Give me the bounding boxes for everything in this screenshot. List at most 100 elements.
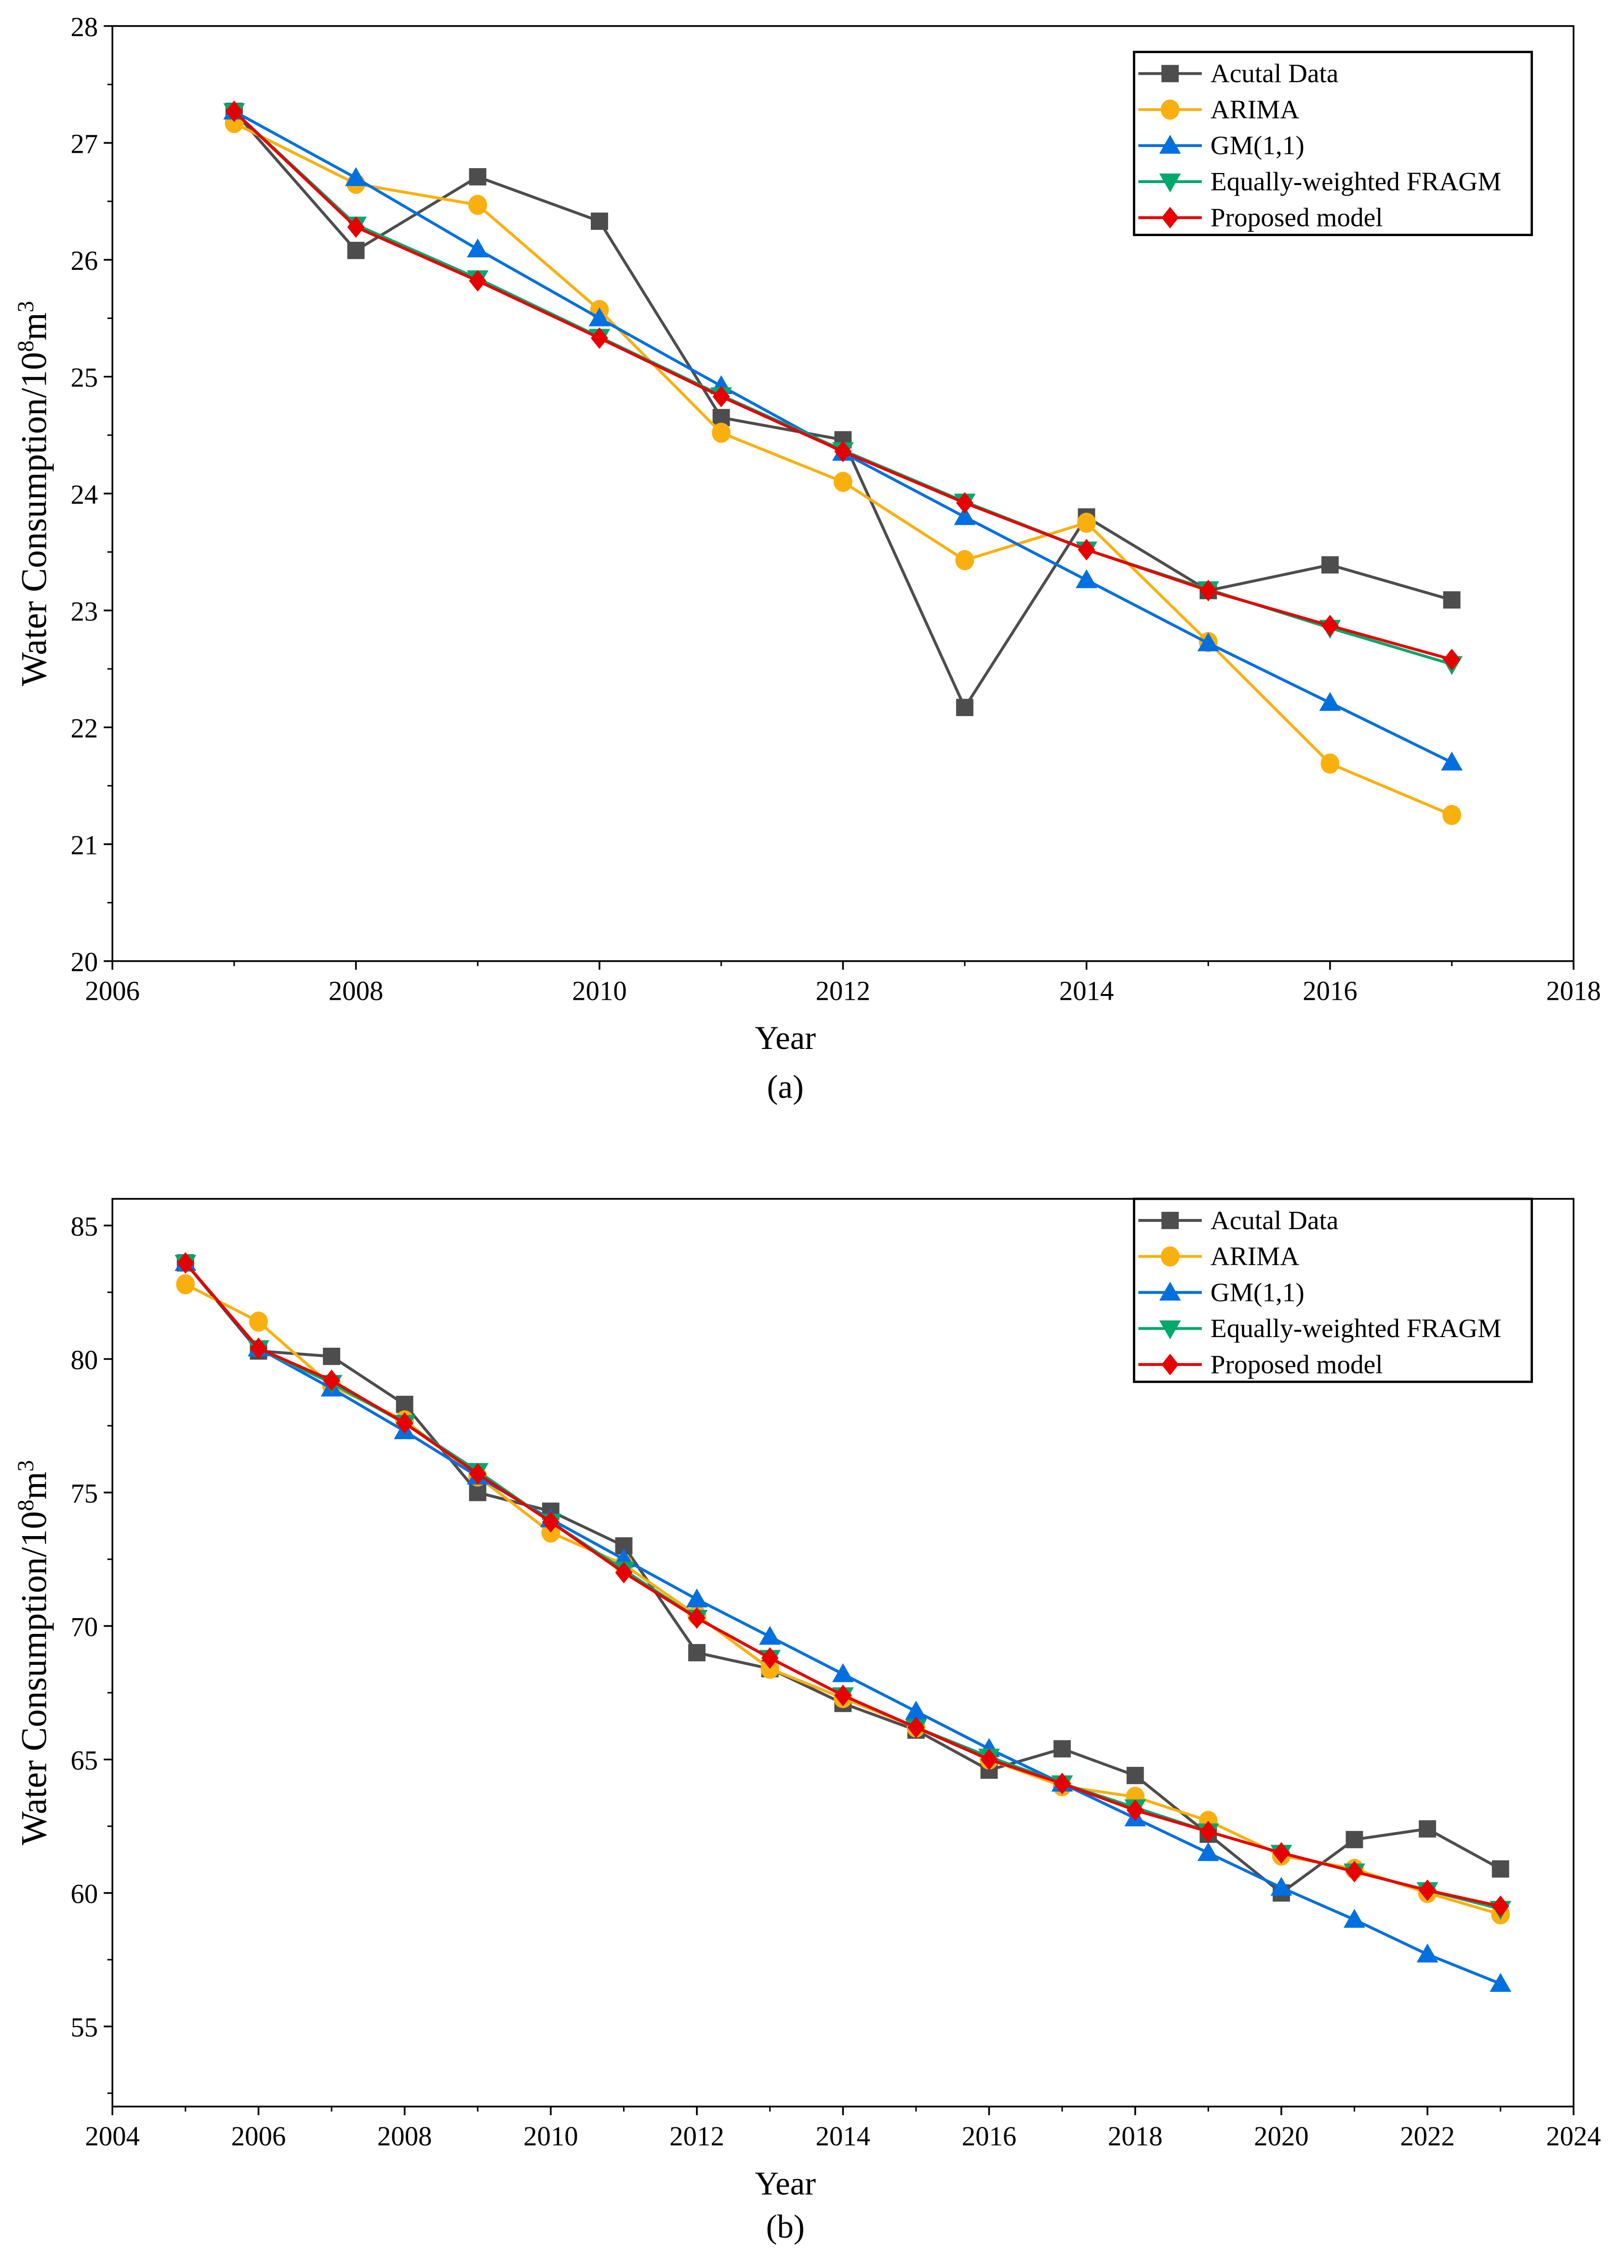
legend-label: ARIMA [1211,1242,1299,1271]
data-point-proposed [1199,1820,1217,1843]
y-tick-label: 22 [71,713,98,743]
x-tick-label: 2016 [962,2122,1017,2152]
y-axis-label-unit: m [14,1472,54,1499]
x-tick-label: 2018 [1546,976,1601,1006]
data-point-actual [469,168,487,186]
legend-marker [1160,1246,1180,1267]
chart-a: 2006 2008 2010 2012 2014 2016 2018 20 21 22 23 24 25… [13,12,1601,1105]
y-tick-label: 55 [71,2013,98,2043]
x-tick-label: 2006 [85,976,140,1006]
data-point-proposed [1126,1799,1144,1821]
data-point-actual [347,241,365,259]
data-point-proposed [907,1716,925,1738]
y-tick-label: 24 [71,479,98,510]
x-tick-label: 2006 [231,2122,286,2152]
y-tick-label: 70 [71,1612,98,1643]
data-point-arima [1077,513,1096,533]
legend-item-fragm: Equally-weighted FRAGM [1138,1313,1501,1343]
data-point-proposed [1491,1895,1509,1917]
y-axis-label: Water Consumption/108m3 [13,301,54,687]
legend: Acutal Data ARIMA GM(1,1) Equally-weighted … [1132,51,1533,236]
legend-marker [1159,1281,1181,1301]
data-point-gm [1416,1943,1438,1963]
data-point-gm [686,1588,708,1607]
x-tick-label: 2012 [669,2122,724,2152]
y-tick-label: 20 [71,947,98,978]
data-point-actual [1053,1740,1071,1758]
legend-marker [1161,1211,1179,1229]
data-point-gm [1076,569,1098,588]
y-tick-label: 65 [71,1746,98,1776]
data-point-gm [905,1700,927,1720]
x-tick-label: 2008 [377,2122,432,2152]
legend-marker [1160,99,1180,120]
data-point-arima [1442,805,1462,825]
data-point-gm [1197,632,1219,651]
legend-label: Acutal Data [1211,59,1339,88]
data-point-proposed [225,100,243,122]
data-point-gm [1441,751,1463,771]
legend-item-gm: GM(1,1) [1138,1277,1305,1307]
legend-label: Equally-weighted FRAGM [1211,1313,1502,1343]
legend-item-gm: GM(1,1) [1138,131,1305,160]
data-point-gm [832,1663,854,1683]
x-tick-label: 2022 [1400,2122,1455,2152]
data-point-actual [469,1484,487,1501]
series-actual [225,103,1461,716]
data-point-actual [323,1348,340,1365]
y-tick-label: 75 [71,1478,98,1509]
legend-item-fragm: Equally-weighted FRAGM [1138,167,1501,196]
data-point-actual [1491,1860,1509,1878]
y-tick-label: 60 [71,1879,98,1910]
y-axis-label-text: Water Consumption/10 [14,1511,54,1845]
legend-marker [1159,1320,1181,1340]
legend-marker [1159,134,1181,154]
legend-item-actual: Acutal Data [1138,1206,1338,1235]
data-point-gm [345,167,367,186]
legend-item-proposed: Proposed model [1138,1350,1383,1379]
data-point-gm [954,506,976,525]
data-point-gm [466,238,489,258]
data-point-proposed [396,1412,413,1434]
x-axis-label: Year [755,2165,816,2202]
x-tick-label: 2020 [1254,2122,1309,2152]
y-tick-label: 25 [71,363,98,393]
data-point-gm [759,1626,781,1645]
chart-b: 2004 2006 2008 2010 2012 2014 2016 2018 2020 2022… [13,1197,1601,2245]
data-point-proposed [1078,539,1095,561]
legend-box [1132,1197,1533,1383]
data-point-arima [1320,753,1340,774]
y-tick-label: 21 [71,830,98,861]
y-tick-label: 28 [71,12,98,42]
x-tick-label: 2012 [815,976,870,1006]
data-point-actual [688,1644,706,1661]
y-tick-label: 26 [71,246,98,276]
data-point-actual [1126,1766,1144,1784]
x-tick-label: 2008 [329,976,384,1006]
legend-label: Acutal Data [1211,1206,1339,1235]
data-point-proposed [469,1463,487,1485]
legend-label: Proposed model [1211,203,1383,232]
data-point-actual [1345,1830,1363,1848]
data-point-proposed [980,1749,998,1771]
data-point-arima [833,472,852,492]
data-point-arima [176,1274,195,1295]
data-point-gm [1197,1842,1219,1861]
legend-marker [1159,173,1181,193]
legend-label: GM(1,1) [1211,1277,1305,1307]
data-point-gm [1490,1973,1512,1992]
data-point-actual [590,212,608,230]
data-point-proposed [347,216,365,238]
y-tick-label: 80 [71,1345,98,1375]
x-tick-label: 2010 [572,976,627,1006]
figure-caption: (b) [766,2208,805,2245]
x-tick-label: 2018 [1108,2122,1163,2152]
data-point-actual [956,699,973,716]
data-point-proposed [761,1647,779,1669]
legend-box [1132,51,1533,236]
y-tick-label: 23 [71,597,98,627]
legend-item-actual: Acutal Data [1138,59,1338,88]
data-point-arima [712,423,731,443]
x-tick-label: 2024 [1546,2122,1601,2152]
